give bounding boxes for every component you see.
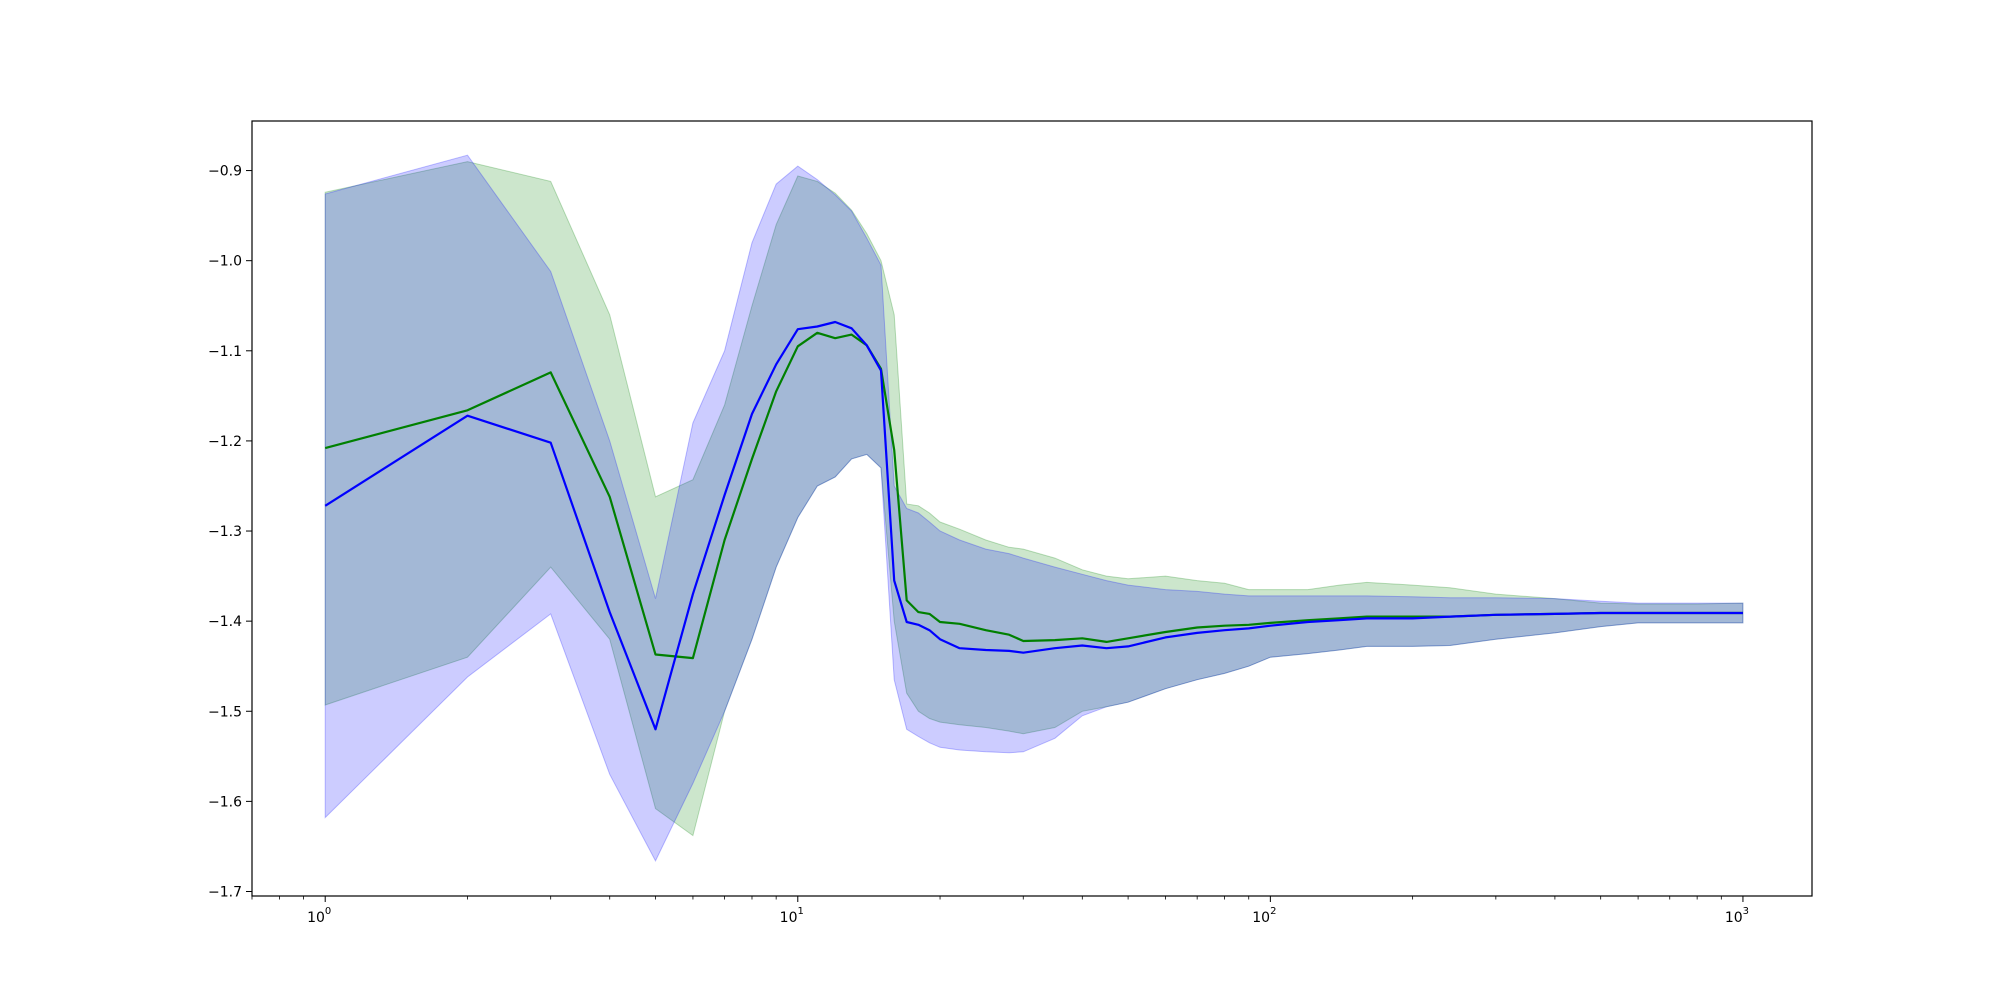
x-tick-label-0: 100	[307, 906, 331, 926]
x-tick-base: 10	[307, 910, 325, 926]
series-0-band	[324, 161, 1744, 837]
x-tick-label-2: 102	[1252, 906, 1276, 926]
series-1-line	[324, 320, 1743, 731]
axes-frame	[251, 120, 1813, 897]
x-tick-base: 10	[780, 910, 798, 926]
y-tick-label-2: −1.1	[208, 344, 242, 360]
y-tick-label-3: −1.2	[208, 434, 242, 450]
x-tick-exponent: 1	[798, 906, 804, 917]
x-tick-exponent: 0	[325, 906, 331, 917]
series-1-band	[324, 154, 1744, 863]
x-tick-base: 10	[1725, 910, 1743, 926]
x-tick-label-1: 101	[780, 906, 804, 926]
y-tick-label-5: −1.4	[208, 614, 242, 630]
x-axis-ticks: 100 101 102 103	[251, 896, 1749, 926]
x-tick-exponent: 2	[1270, 906, 1276, 917]
y-tick-label-0: −0.9	[208, 164, 242, 180]
y-tick-label-1: −1.0	[208, 254, 242, 270]
x-tick-label-3: 103	[1725, 906, 1749, 926]
series-lines	[324, 320, 1743, 731]
y-tick-label-6: −1.5	[208, 704, 242, 720]
y-tick-label-7: −1.6	[208, 794, 242, 810]
confidence-bands	[324, 154, 1744, 863]
y-axis-ticks: −0.9 −1.0 −1.1 −1.2 −1.3 −1.4 −1.5 −1.6 −1.7	[208, 164, 252, 900]
y-tick-label-8: −1.7	[208, 884, 242, 900]
x-tick-exponent: 3	[1743, 906, 1749, 917]
x-tick-base: 10	[1252, 910, 1270, 926]
y-tick-label-4: −1.3	[208, 524, 242, 540]
